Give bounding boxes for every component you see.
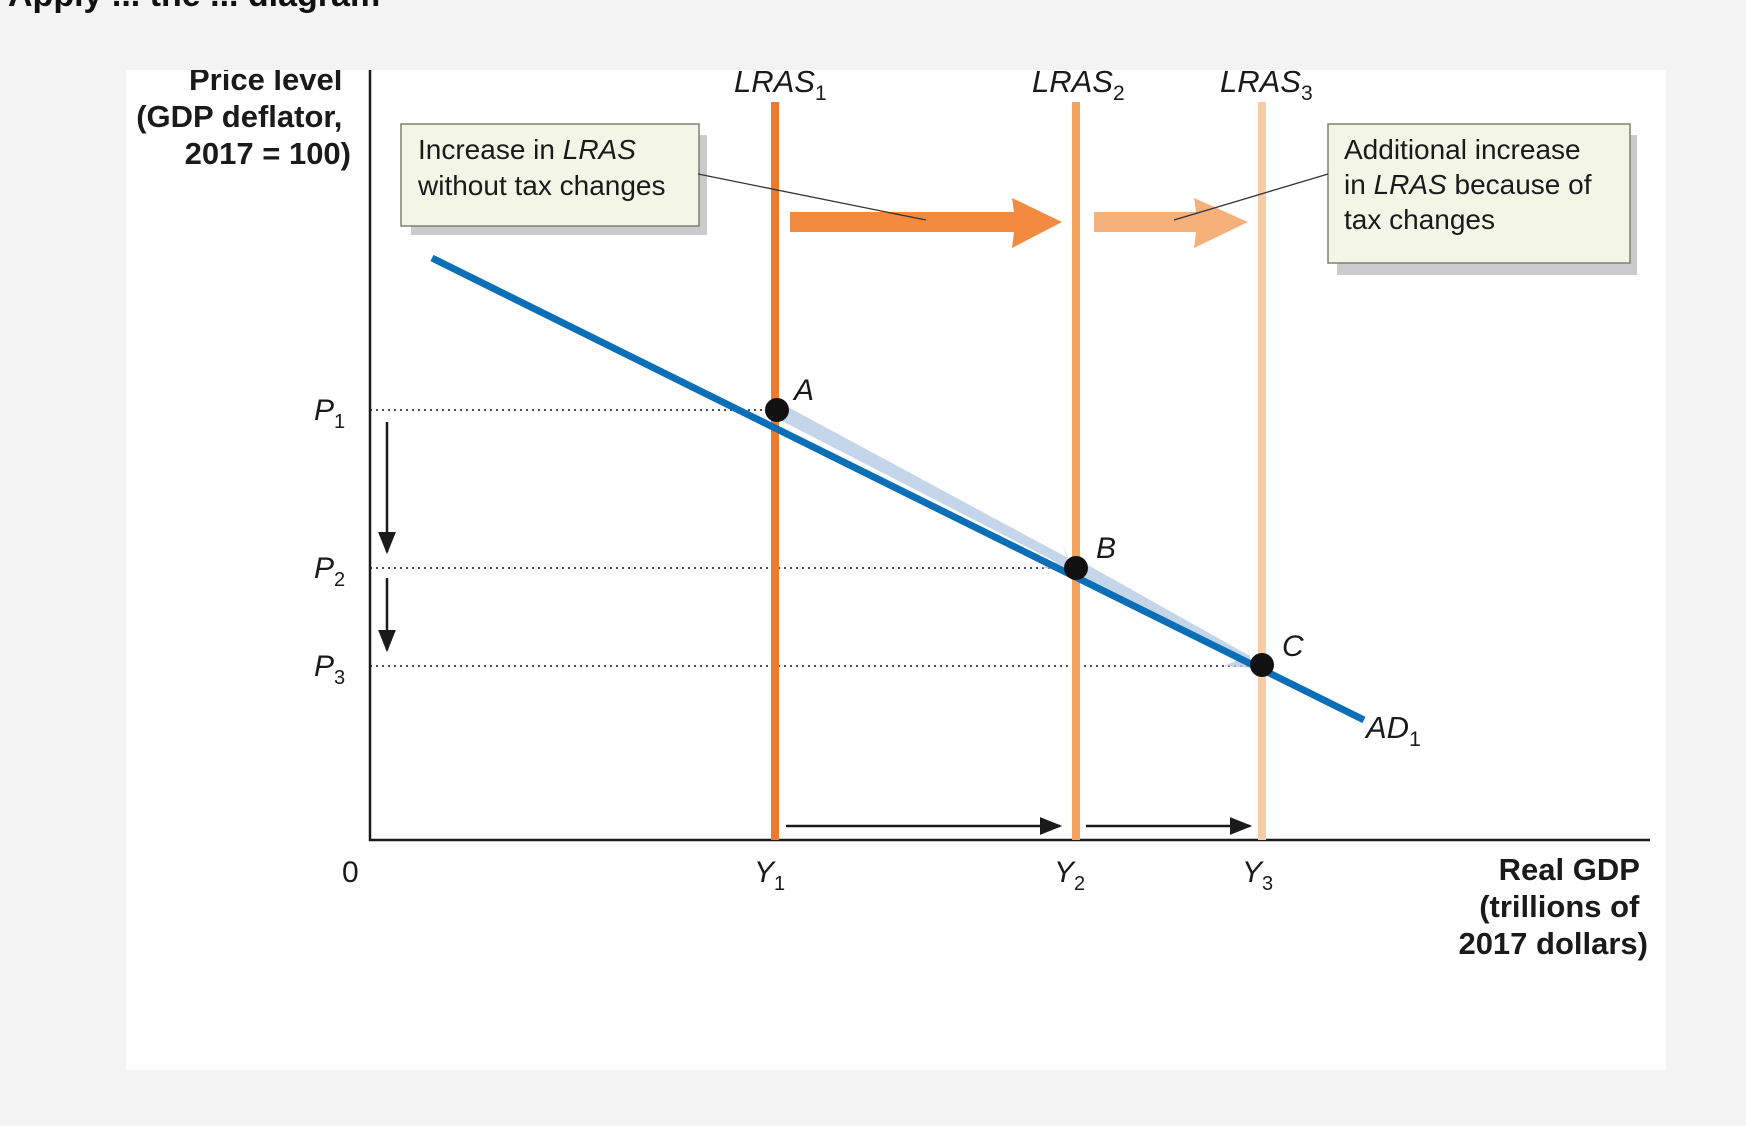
point-c-label: C — [1282, 630, 1304, 663]
equilibrium-point-c — [1250, 653, 1274, 677]
svg-text:Increase in LRAS witho: Increase in LRAS without tax changes — [417, 134, 666, 201]
equilibrium-point-a — [765, 398, 789, 422]
origin-label: 0 — [342, 856, 359, 889]
y3-tick-label: Y3 — [1242, 856, 1273, 895]
point-a-label: A — [792, 374, 814, 407]
callout-no-tax-change: Increase in LRAS without tax changes — [400, 123, 927, 235]
ad-curve — [430, 254, 1366, 724]
chart-figure: Price level (GDP deflator, 2017 = 100) R… — [126, 70, 1666, 1070]
ad-label: AD1 — [1364, 710, 1421, 751]
lras2-label: LRAS2 — [1032, 70, 1125, 105]
x-axis-title: Real GDP (trillions of 2017 dollars) — [1458, 852, 1648, 961]
lras-shift-arrow-2 — [1094, 198, 1248, 248]
point-b-label: B — [1096, 532, 1116, 565]
ad-movement-arrow-1 — [780, 406, 1071, 570]
y2-tick-label: Y2 — [1054, 856, 1085, 895]
lras1-label: LRAS1 — [734, 70, 827, 105]
y1-tick-label: Y1 — [754, 856, 785, 895]
svg-text:Additional increase in: Additional increase in LRAS because of t… — [1344, 134, 1599, 235]
lras3-label: LRAS3 — [1220, 70, 1313, 105]
p2-tick-label: P2 — [314, 552, 345, 591]
page-heading-fragment: Apply ... the ... diagram — [0, 0, 1746, 14]
p3-tick-label: P3 — [314, 650, 345, 689]
equilibrium-point-b — [1064, 556, 1088, 580]
callout-tax-change: Additional increase in LRAS because of t… — [1173, 123, 1637, 275]
p1-tick-label: P1 — [314, 394, 345, 433]
y-axis-title: Price level (GDP deflator, 2017 = 100) — [136, 70, 351, 171]
lras-shift-arrow-1 — [790, 198, 1062, 248]
lras-ad-chart: Price level (GDP deflator, 2017 = 100) R… — [136, 70, 1650, 961]
